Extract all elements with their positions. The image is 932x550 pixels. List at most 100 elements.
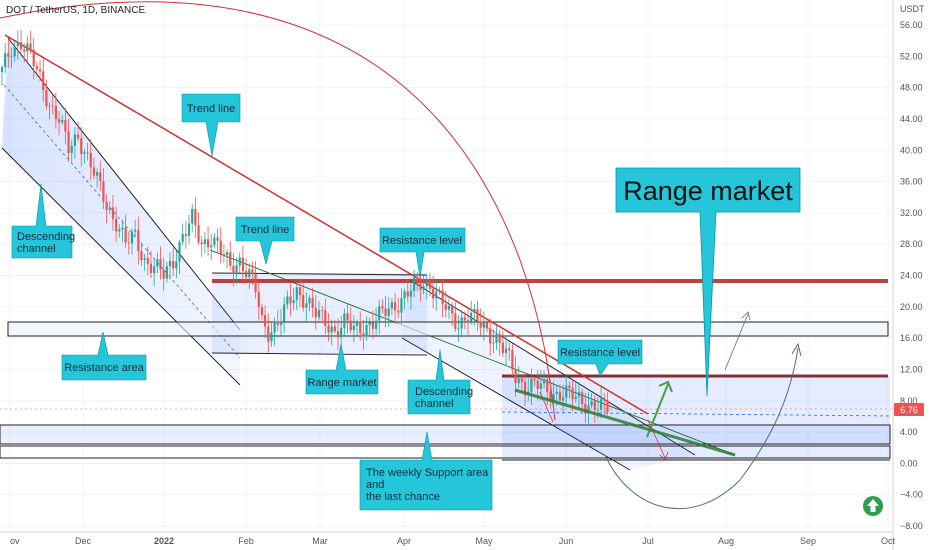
candle-up	[210, 245, 213, 248]
candle-down	[197, 225, 200, 243]
candle-down	[57, 119, 61, 123]
candle-up	[460, 317, 463, 329]
candle-down	[501, 342, 504, 354]
candle-down	[444, 304, 447, 310]
candle-down	[568, 385, 571, 389]
candle-down	[466, 320, 470, 322]
red-arrow-2	[647, 419, 666, 459]
candle-up	[561, 397, 565, 401]
candle-down	[38, 69, 42, 72]
candle-down	[99, 172, 102, 182]
candle-down	[533, 378, 536, 381]
candle-down	[146, 258, 149, 264]
candle-down	[92, 167, 96, 176]
candle-up	[235, 265, 238, 275]
candle-up	[473, 309, 476, 313]
candle-down	[229, 252, 232, 266]
candle-up	[565, 385, 568, 398]
price-axis-tick: 8.00	[900, 396, 918, 406]
candle-up	[96, 172, 99, 176]
candle-down	[428, 280, 432, 290]
price-axis-tick: 36.00	[900, 177, 923, 187]
candle-down	[200, 242, 203, 245]
candle-down	[45, 89, 48, 107]
green-trend-line	[209, 249, 736, 456]
time-axis: ov Dec 2022 Feb Mar Apr May Jun Jul Aug Sep Oct	[0, 531, 895, 546]
candle-up	[587, 405, 590, 414]
candle-up	[517, 378, 520, 384]
time-axis-tick: 2022	[154, 536, 174, 546]
candle-down	[393, 302, 397, 311]
time-axis-tick: Jun	[559, 536, 574, 546]
candle-up	[73, 134, 77, 146]
candle-up	[374, 320, 378, 329]
candle-up	[596, 409, 600, 411]
resistance-area-box	[7, 321, 889, 337]
callout-trend-line-1-text: Trend line	[187, 103, 236, 115]
candle-down	[7, 53, 10, 57]
candle-down	[523, 381, 527, 396]
callout-descending-channel-2: Descending channel	[407, 349, 473, 415]
price-axis-tick: −8.00	[900, 521, 923, 531]
candle-down	[546, 379, 549, 392]
time-axis-tick: Jul	[642, 536, 654, 546]
idea-up-icon[interactable]	[863, 496, 883, 516]
candle-down	[327, 325, 330, 333]
candle-up	[10, 56, 13, 58]
candle-up	[153, 266, 156, 274]
price-axis-tick: 56.00	[900, 20, 923, 30]
candle-down	[558, 391, 562, 401]
candle-up	[273, 321, 276, 333]
candle-up	[317, 310, 321, 318]
green-thick-line	[514, 388, 736, 457]
candle-up	[403, 291, 406, 299]
callout-trend-line-1: Trend line	[181, 93, 241, 157]
candle-down	[76, 134, 80, 139]
candle-down	[581, 392, 584, 405]
projection-small-arrow	[724, 313, 749, 371]
price-axis: USDT 56.00 52.00 48.00 44.00 40.00 36.00 32.00…	[892, 0, 925, 550]
candle-up	[13, 46, 16, 57]
candle-up	[409, 290, 413, 297]
callout-weekly-support: The weekly Support area and the last cha…	[359, 431, 493, 511]
candle-down	[416, 277, 419, 281]
candle-down	[508, 348, 511, 351]
candle-up	[504, 348, 508, 354]
candle-down	[29, 43, 32, 50]
candle-up	[48, 105, 51, 107]
candle-up	[425, 280, 428, 287]
candle-down	[276, 321, 279, 325]
price-axis-tick: 4.00	[900, 427, 918, 437]
candle-down	[257, 292, 260, 307]
candle-up	[330, 326, 333, 333]
candle-up	[295, 287, 298, 301]
candle-down	[251, 269, 254, 275]
candle-down	[137, 229, 140, 252]
candle-up	[552, 394, 555, 401]
candle-down	[67, 131, 70, 153]
candle-down	[321, 310, 324, 311]
callout-weekly-support-line1: The weekly Support area	[366, 467, 489, 479]
candle-down	[324, 310, 327, 326]
candle-down	[159, 259, 162, 270]
candle-down	[333, 326, 336, 332]
callout-descending-channel-2-line1: Descending	[415, 386, 473, 398]
candle-up	[308, 297, 311, 304]
candle-up	[286, 296, 289, 305]
callout-range-market-big-text: Range market	[623, 176, 793, 206]
price-axis-tick: −4.00	[900, 490, 923, 500]
candle-down	[520, 378, 523, 382]
candle-down	[127, 242, 130, 244]
candle-up	[156, 259, 159, 267]
candle-down	[298, 287, 302, 296]
candle-down	[289, 296, 292, 304]
callout-range-market-small: Range market	[305, 343, 379, 395]
time-axis-tick: Sep	[800, 536, 816, 546]
candle-up	[413, 277, 416, 291]
chart-title: DOT / TetherUS, 1D, BINANCE	[6, 5, 145, 16]
candle-up	[238, 257, 241, 266]
candle-up	[482, 322, 485, 328]
candle-up	[16, 42, 19, 47]
candle-down	[254, 274, 257, 293]
candle-down	[463, 317, 466, 321]
